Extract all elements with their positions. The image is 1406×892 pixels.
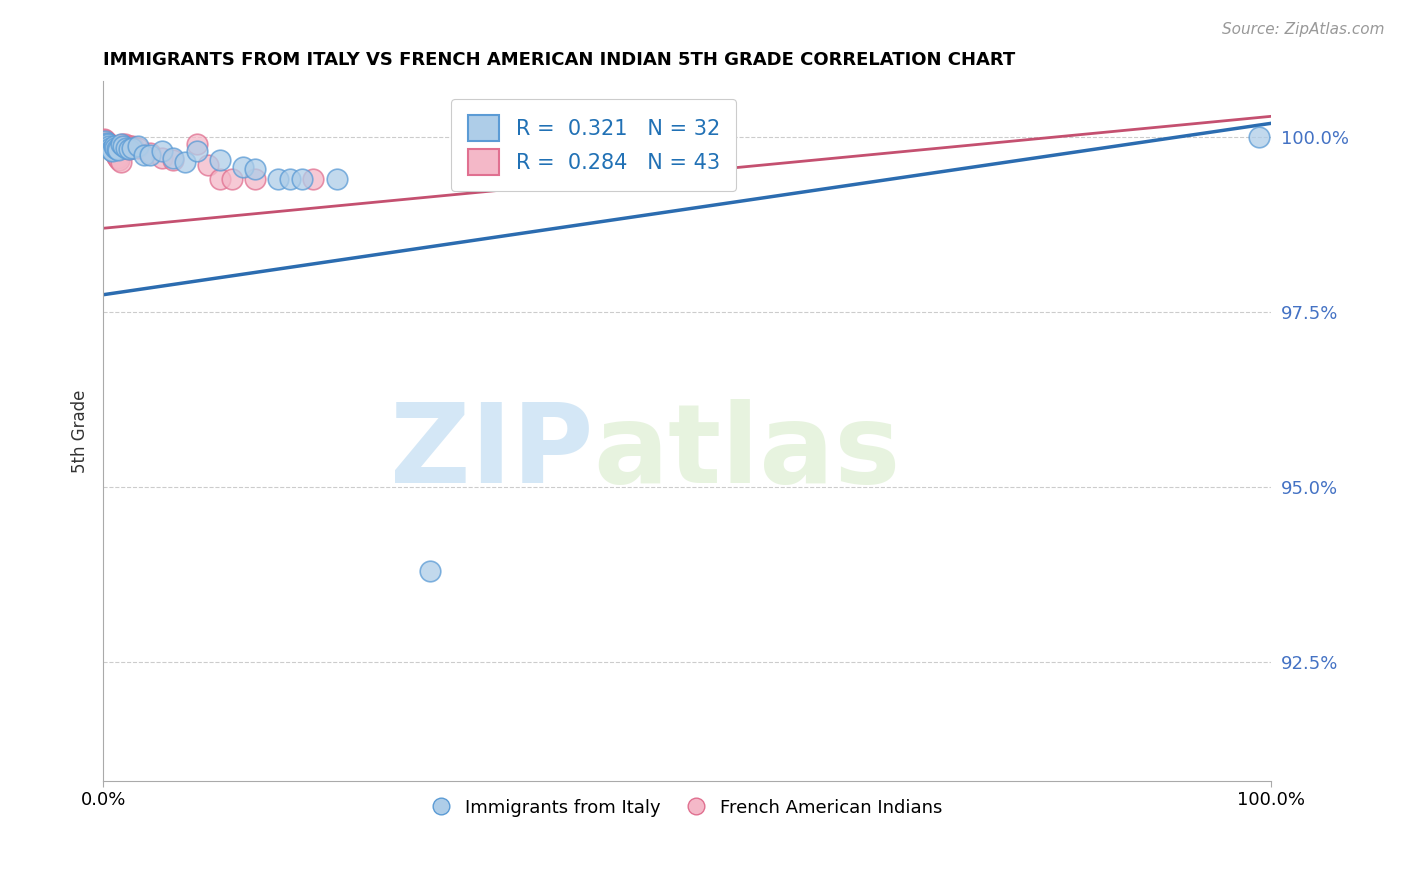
Point [232, 160, 254, 174]
Point [120, 141, 142, 155]
Point [100, 143, 122, 157]
Point [101, 145, 124, 159]
Point [101, 142, 124, 156]
Point [115, 139, 138, 153]
Point [97, 137, 120, 152]
Legend: Immigrants from Italy, French American Indians: Immigrants from Italy, French American I… [425, 792, 949, 824]
Point [699, 140, 721, 154]
Text: Source: ZipAtlas.com: Source: ZipAtlas.com [1222, 22, 1385, 37]
Point [617, 136, 640, 150]
Point [118, 138, 141, 153]
Point [111, 137, 134, 152]
Text: atlas: atlas [593, 399, 901, 506]
Point [676, 138, 699, 153]
Point [107, 143, 129, 157]
Point [98, 138, 121, 153]
Point [641, 137, 664, 152]
Point [139, 145, 162, 160]
Point [117, 141, 139, 155]
Point [221, 172, 243, 186]
Point [291, 172, 314, 186]
Point [110, 154, 132, 169]
Point [98, 138, 121, 153]
Point [108, 153, 131, 168]
Point [103, 145, 125, 159]
Point [105, 150, 128, 164]
Point [98, 137, 121, 152]
Point [243, 172, 266, 186]
Point [105, 142, 128, 156]
Point [115, 141, 138, 155]
Point [118, 142, 141, 156]
Point [1249, 130, 1271, 145]
Point [96, 135, 118, 149]
Point [104, 148, 127, 162]
Point [173, 154, 195, 169]
Point [501, 132, 523, 146]
Point [186, 145, 208, 159]
Point [267, 172, 290, 186]
Point [139, 148, 162, 162]
Point [150, 145, 173, 159]
Point [94, 133, 117, 147]
Point [118, 142, 141, 156]
Point [121, 141, 143, 155]
Point [325, 172, 347, 186]
Point [127, 138, 149, 153]
Point [302, 172, 325, 186]
Point [197, 158, 219, 172]
Point [110, 137, 132, 152]
Point [122, 140, 145, 154]
Point [111, 138, 134, 153]
Point [93, 132, 115, 146]
Point [162, 153, 184, 167]
Text: IMMIGRANTS FROM ITALY VS FRENCH AMERICAN INDIAN 5TH GRADE CORRELATION CHART: IMMIGRANTS FROM ITALY VS FRENCH AMERICAN… [103, 51, 1015, 69]
Point [208, 172, 231, 186]
Point [150, 151, 173, 165]
Point [104, 145, 127, 160]
Point [127, 141, 149, 155]
Point [100, 141, 122, 155]
Point [132, 148, 155, 162]
Text: ZIP: ZIP [391, 399, 593, 506]
Point [98, 141, 121, 155]
Point [243, 161, 266, 176]
Point [97, 136, 120, 150]
Point [162, 151, 184, 165]
Point [112, 141, 135, 155]
Point [96, 136, 118, 150]
Point [582, 135, 605, 149]
Y-axis label: 5th Grade: 5th Grade [72, 390, 89, 473]
Point [107, 151, 129, 165]
Point [208, 153, 231, 167]
Point [111, 139, 134, 153]
Point [536, 134, 558, 148]
Point [94, 134, 117, 148]
Point [103, 138, 125, 153]
Point [278, 172, 301, 186]
Point [121, 138, 143, 153]
Point [419, 564, 441, 578]
Point [104, 141, 127, 155]
Point [114, 137, 136, 152]
Point [186, 137, 208, 152]
